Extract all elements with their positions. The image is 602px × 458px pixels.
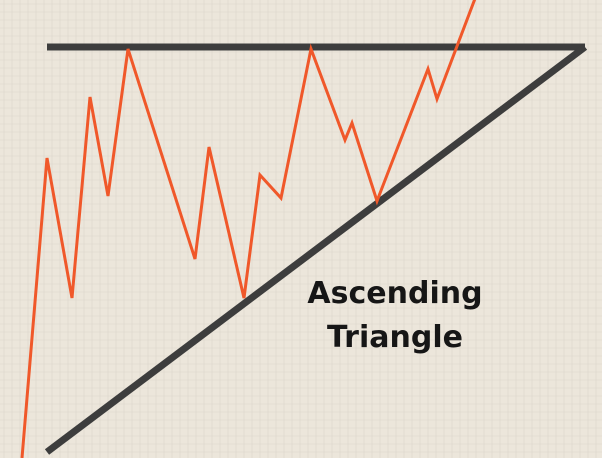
pattern-label-line-1: Ascending: [307, 276, 483, 311]
support-trendline: [44, 44, 588, 455]
pattern-label-line-2: Triangle: [327, 320, 463, 355]
pattern-label: Ascending Triangle: [292, 272, 498, 360]
price-line: [20, 0, 477, 458]
